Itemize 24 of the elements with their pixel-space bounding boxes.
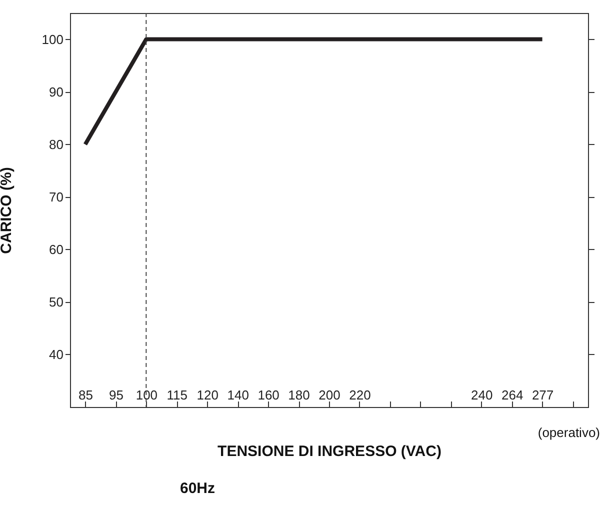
x-tick-label: 140 [227, 388, 249, 402]
y-tick-label: 100 [42, 32, 64, 47]
y-axis-title: CARICO (%) [0, 167, 15, 254]
x-axis-title: TENSIONE DI INGRESSO (VAC) [218, 443, 442, 460]
x-tick-label: 240 [471, 388, 493, 402]
text: 60Hz [180, 480, 216, 497]
y-tick-label: 50 [49, 294, 64, 310]
x-tick-label: 220 [349, 388, 371, 402]
x-tick-label: 180 [288, 388, 310, 402]
y-tick-label: 80 [49, 136, 64, 152]
x-tick-label: 160 [258, 388, 280, 402]
y-tick-label: 60 [49, 242, 64, 257]
x-tick-label: 264 [501, 388, 524, 402]
x-tick-label: 95 [108, 388, 124, 402]
y-tick-label: 40 [49, 346, 64, 362]
y-tick-label: 90 [49, 84, 64, 100]
text: (operativo) [538, 425, 600, 440]
x-tick-label: 85 [78, 388, 93, 402]
y-tick-label: 70 [49, 189, 64, 204]
x-tick-label: 277 [532, 388, 554, 402]
x-tick-label: 120 [196, 388, 218, 402]
x-tick-label: 200 [318, 388, 340, 402]
x-tick-label: 100 [136, 388, 158, 402]
x-tick-label: 115 [166, 388, 188, 402]
